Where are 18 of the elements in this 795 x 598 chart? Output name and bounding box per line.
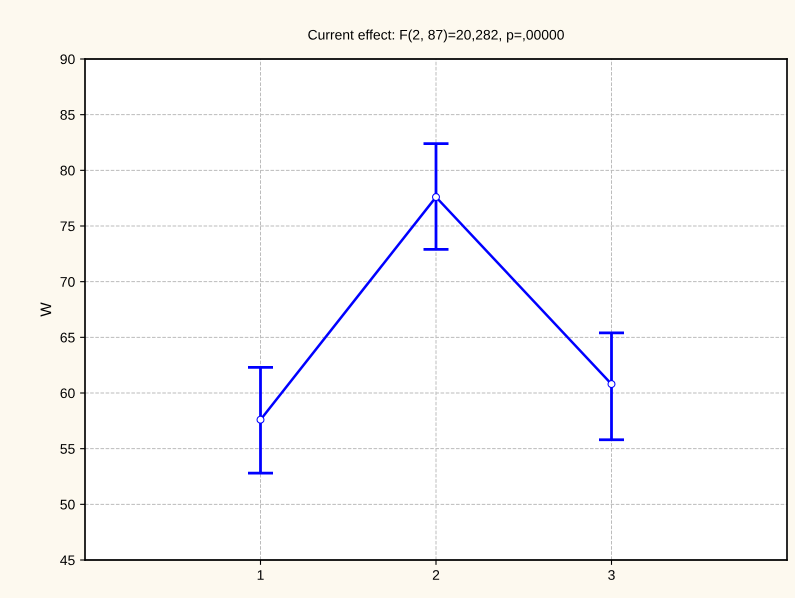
y-tick-label: 45 xyxy=(60,555,75,566)
y-tick-label: 55 xyxy=(60,444,75,454)
x-tick-label: 3 xyxy=(608,570,615,580)
y-tick-label: 60 xyxy=(60,388,75,398)
y-tick-label: 50 xyxy=(60,500,75,510)
x-tick-label: 2 xyxy=(432,570,440,580)
y-tick-label: 75 xyxy=(60,221,75,232)
y-tick-label: 80 xyxy=(60,166,75,176)
point xyxy=(432,193,440,202)
y-tick-label: 65 xyxy=(60,332,75,343)
y-tick-label: 70 xyxy=(60,277,75,287)
y-tick-label: 85 xyxy=(60,110,75,120)
point xyxy=(256,416,264,424)
x-tick-label: 1 xyxy=(258,570,264,580)
point xyxy=(608,380,616,388)
y-tick-label: 90 xyxy=(60,54,75,64)
y-axis-title: W xyxy=(40,302,52,317)
chart-title: Current effect: F(2, 87)=20,282, p=,00000 xyxy=(308,29,564,42)
